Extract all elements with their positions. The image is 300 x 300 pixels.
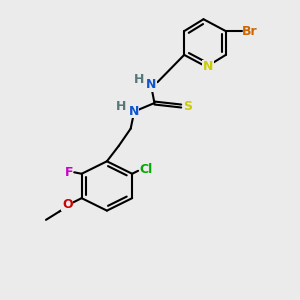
Text: S: S [183,100,192,112]
Text: N: N [128,105,139,118]
Text: Br: Br [242,25,257,38]
Text: N: N [203,60,213,73]
Text: Cl: Cl [139,163,152,176]
Text: N: N [146,78,157,91]
Text: H: H [134,73,144,86]
Text: F: F [64,166,73,179]
Text: O: O [62,198,73,211]
Text: H: H [116,100,126,112]
